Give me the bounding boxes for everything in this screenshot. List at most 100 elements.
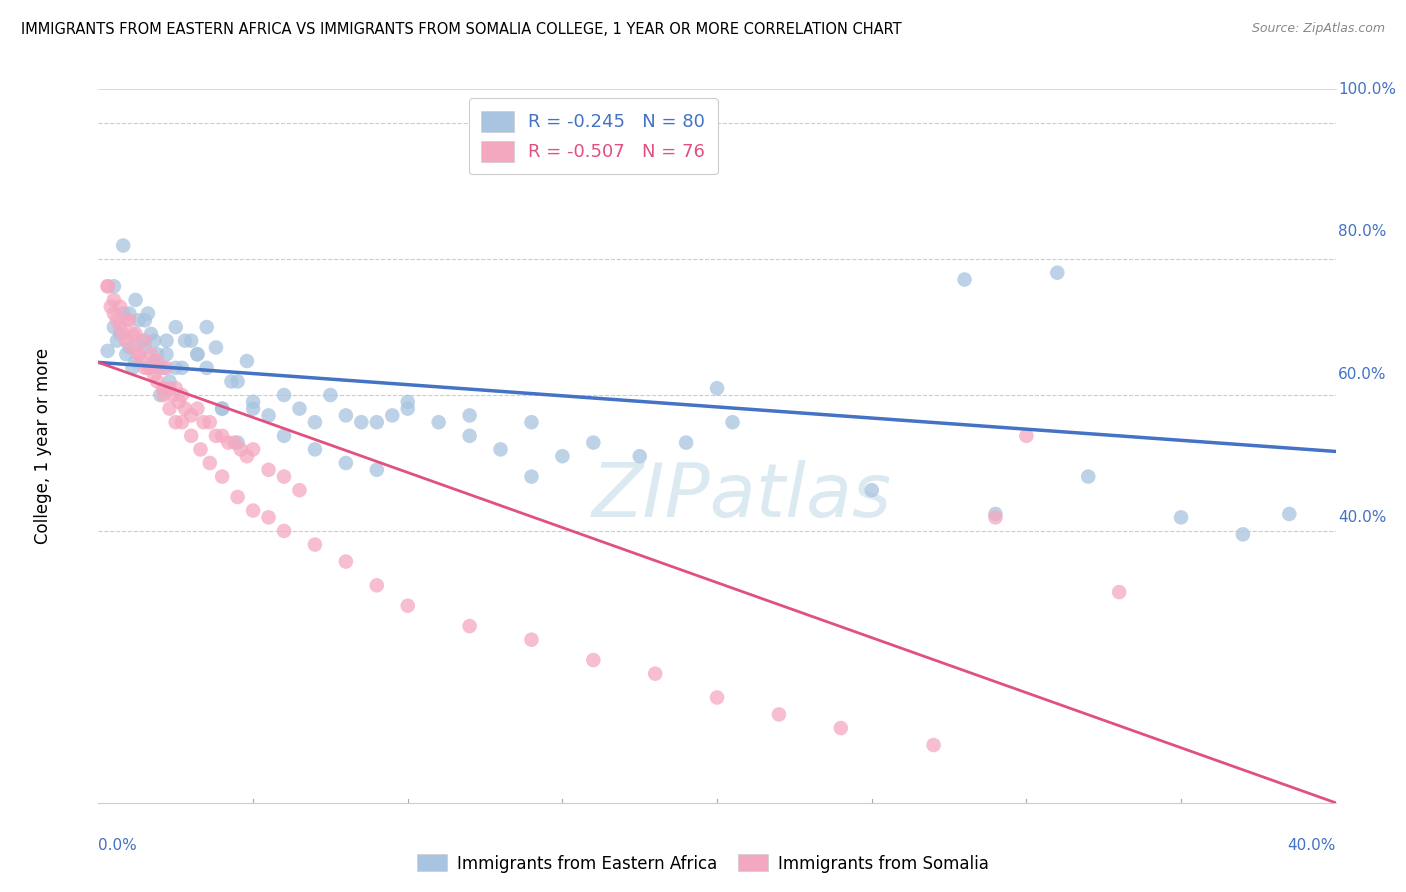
Point xyxy=(139,326,162,341)
Point xyxy=(198,415,221,429)
Point xyxy=(134,360,156,375)
Point xyxy=(520,415,543,429)
Text: College, 1 year or more: College, 1 year or more xyxy=(34,348,52,544)
Point xyxy=(165,360,187,375)
Point xyxy=(180,334,202,348)
Point xyxy=(159,401,181,416)
Point xyxy=(319,388,342,402)
Point xyxy=(136,360,159,375)
Point xyxy=(143,334,166,348)
Point xyxy=(335,409,357,423)
Point xyxy=(118,313,141,327)
Point xyxy=(288,483,311,498)
Point xyxy=(115,313,138,327)
Text: 40.0%: 40.0% xyxy=(1339,510,1386,524)
Point xyxy=(860,483,883,498)
Point xyxy=(103,306,125,320)
Point xyxy=(229,442,252,457)
Point xyxy=(273,388,295,402)
Point xyxy=(953,272,976,286)
Point xyxy=(304,415,326,429)
Point xyxy=(155,360,177,375)
Point xyxy=(984,507,1007,521)
Point xyxy=(124,293,146,307)
Point xyxy=(1015,429,1038,443)
Point xyxy=(167,394,190,409)
Point xyxy=(195,320,218,334)
Point xyxy=(366,578,388,592)
Point xyxy=(1046,266,1069,280)
Text: 40.0%: 40.0% xyxy=(1288,838,1336,854)
Point xyxy=(121,341,143,355)
Point xyxy=(149,360,172,375)
Point xyxy=(121,360,143,375)
Point xyxy=(205,429,228,443)
Point xyxy=(146,347,169,361)
Text: 100.0%: 100.0% xyxy=(1339,82,1396,96)
Point xyxy=(115,334,138,348)
Point xyxy=(174,334,197,348)
Point xyxy=(1108,585,1130,599)
Point xyxy=(105,334,128,348)
Point xyxy=(768,707,790,722)
Point xyxy=(170,415,193,429)
Point xyxy=(186,347,208,361)
Point xyxy=(134,334,156,348)
Point xyxy=(103,293,125,307)
Point xyxy=(195,360,218,375)
Point xyxy=(236,449,259,463)
Point xyxy=(134,341,156,355)
Text: Source: ZipAtlas.com: Source: ZipAtlas.com xyxy=(1251,22,1385,36)
Point xyxy=(1278,507,1301,521)
Point xyxy=(582,435,605,450)
Point xyxy=(186,401,208,416)
Point xyxy=(242,394,264,409)
Point xyxy=(112,306,135,320)
Point xyxy=(257,510,280,524)
Point xyxy=(217,435,239,450)
Point xyxy=(644,666,666,681)
Point xyxy=(582,653,605,667)
Point xyxy=(224,435,246,450)
Point xyxy=(335,456,357,470)
Point xyxy=(273,429,295,443)
Point xyxy=(830,721,852,735)
Point xyxy=(174,401,197,416)
Point xyxy=(165,415,187,429)
Point xyxy=(115,347,138,361)
Point xyxy=(366,415,388,429)
Point xyxy=(984,510,1007,524)
Point xyxy=(706,381,728,395)
Point xyxy=(1170,510,1192,524)
Point xyxy=(136,306,159,320)
Point xyxy=(211,401,233,416)
Point xyxy=(186,347,208,361)
Point xyxy=(112,326,135,341)
Point xyxy=(190,442,212,457)
Point xyxy=(152,381,174,395)
Point xyxy=(97,279,120,293)
Point xyxy=(396,394,419,409)
Point xyxy=(108,320,131,334)
Point xyxy=(350,415,373,429)
Point xyxy=(152,360,174,375)
Point xyxy=(193,415,215,429)
Point xyxy=(124,354,146,368)
Legend: Immigrants from Eastern Africa, Immigrants from Somalia: Immigrants from Eastern Africa, Immigran… xyxy=(411,847,995,880)
Point xyxy=(103,320,125,334)
Point xyxy=(211,429,233,443)
Point xyxy=(155,347,177,361)
Point xyxy=(335,555,357,569)
Point xyxy=(146,375,169,389)
Point xyxy=(551,449,574,463)
Point xyxy=(458,619,481,633)
Point xyxy=(628,449,651,463)
Point xyxy=(520,632,543,647)
Point xyxy=(489,442,512,457)
Point xyxy=(152,388,174,402)
Point xyxy=(180,429,202,443)
Text: IMMIGRANTS FROM EASTERN AFRICA VS IMMIGRANTS FROM SOMALIA COLLEGE, 1 YEAR OR MOR: IMMIGRANTS FROM EASTERN AFRICA VS IMMIGR… xyxy=(21,22,901,37)
Point xyxy=(128,313,150,327)
Point xyxy=(180,409,202,423)
Point xyxy=(198,456,221,470)
